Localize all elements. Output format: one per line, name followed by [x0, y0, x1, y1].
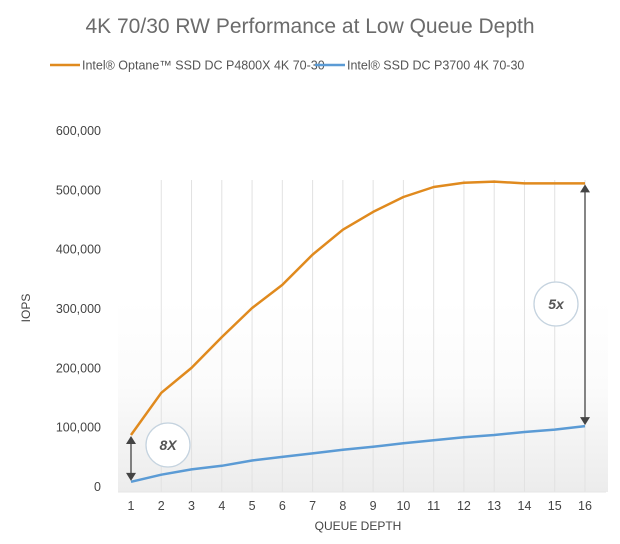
y-tick-label: 0 — [94, 480, 101, 494]
y-axis: 0 100,000 200,000 300,000 400,000 500,000 600,… — [56, 124, 101, 494]
x-tick-label: 5 — [249, 499, 256, 513]
arrow-8x-head-down — [126, 472, 136, 481]
annotation-circle-8x — [145, 422, 191, 468]
x-tick-label: 16 — [578, 499, 592, 513]
plot-background — [118, 300, 608, 492]
x-axis-label: QUEUE DEPTH — [315, 519, 402, 533]
y-tick-label: 500,000 — [56, 183, 101, 197]
legend: Intel® Optane™ SSD DC P4800X 4K 70-30 Int… — [50, 59, 524, 73]
y-tick-label: 100,000 — [56, 421, 101, 435]
chart-title: 4K 70/30 RW Performance at Low Queue Dep… — [85, 15, 534, 38]
x-tick-label: 11 — [427, 499, 440, 513]
x-tick-label: 9 — [370, 499, 377, 513]
legend-label-1: Intel® SSD DC P3700 4K 70-30 — [347, 59, 524, 73]
y-tick-label: 400,000 — [56, 243, 101, 257]
x-tick-label: 1 — [128, 499, 135, 513]
x-tick-label: 4 — [218, 499, 225, 513]
legend-label-0: Intel® Optane™ SSD DC P4800X 4K 70-30 — [82, 59, 325, 73]
x-tick-label: 8 — [339, 499, 346, 513]
y-tick-label: 600,000 — [56, 124, 101, 138]
x-tick-label: 15 — [548, 499, 562, 513]
x-tick-label: 13 — [487, 499, 501, 513]
arrow-5x-head-down — [580, 417, 590, 426]
x-tick-label: 14 — [518, 499, 532, 513]
x-tick-label: 3 — [188, 499, 195, 513]
series-line-1 — [130, 424, 586, 484]
y-axis-label: IOPS — [19, 294, 33, 323]
annotation-label-5x: 5x — [548, 296, 565, 312]
x-tick-label: 10 — [396, 499, 410, 513]
series-line-0 — [129, 180, 585, 436]
x-axis: 1 2 3 4 5 6 7 8 9 10 11 12 13 14 15 16 — [128, 499, 592, 513]
x-tick-label: 6 — [279, 499, 286, 513]
annotations: 8X 5x — [126, 184, 590, 481]
x-tick-label: 2 — [158, 499, 165, 513]
series-lines — [129, 180, 586, 484]
x-tick-label: 7 — [309, 499, 316, 513]
annotation-circle-5x — [533, 281, 579, 327]
y-tick-label: 300,000 — [56, 302, 101, 316]
x-tick-label: 12 — [457, 499, 471, 513]
gridlines — [118, 180, 606, 493]
annotation-label-8x: 8X — [159, 437, 178, 453]
arrow-8x-head-up — [126, 435, 136, 444]
arrow-5x-head-up — [580, 184, 590, 193]
y-tick-label: 200,000 — [56, 361, 101, 375]
